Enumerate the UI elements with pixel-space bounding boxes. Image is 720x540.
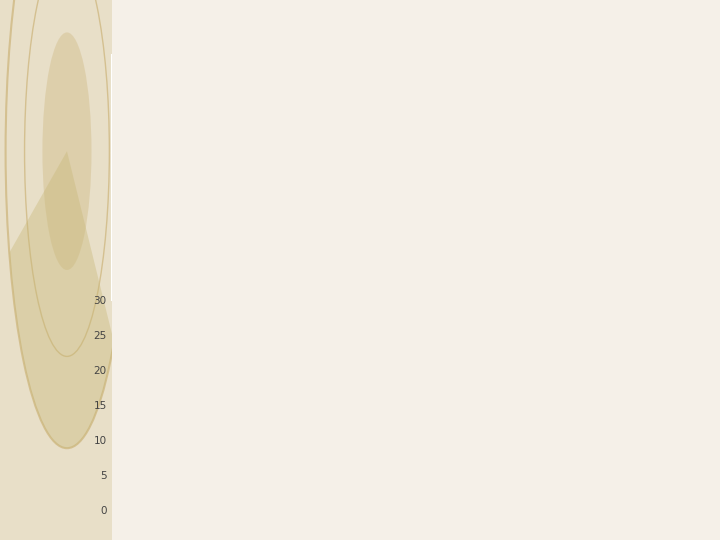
Text: Weekly Distribution of Periods: Weekly Distribution of Periods bbox=[154, 15, 678, 46]
FancyBboxPatch shape bbox=[112, 104, 297, 153]
Text: 16 (36%): 16 (36%) bbox=[310, 269, 364, 282]
FancyBboxPatch shape bbox=[297, 104, 510, 153]
Bar bbox=[601, 398, 644, 510]
Text: 25: 25 bbox=[510, 323, 523, 333]
Text: 28 (64%): 28 (64%) bbox=[522, 269, 576, 282]
Bar bbox=[447, 377, 490, 510]
FancyBboxPatch shape bbox=[297, 55, 510, 104]
Bar bbox=[495, 335, 539, 510]
Text: 25 (47%): 25 (47%) bbox=[522, 220, 576, 233]
Text: 8: 8 bbox=[696, 520, 702, 530]
FancyBboxPatch shape bbox=[510, 104, 720, 153]
FancyBboxPatch shape bbox=[510, 55, 720, 104]
FancyBboxPatch shape bbox=[112, 202, 297, 251]
FancyBboxPatch shape bbox=[112, 153, 297, 202]
Text: 19 (43%): 19 (43%) bbox=[310, 220, 364, 233]
Text: 22 (47%): 22 (47%) bbox=[522, 171, 577, 184]
Text: 16: 16 bbox=[202, 386, 215, 396]
Text: 18: 18 bbox=[155, 372, 167, 382]
Circle shape bbox=[42, 32, 91, 270]
FancyBboxPatch shape bbox=[112, 251, 297, 300]
Text: 19: 19 bbox=[463, 365, 475, 375]
Bar bbox=[139, 384, 182, 510]
FancyBboxPatch shape bbox=[510, 153, 720, 202]
Text: 16 (47%): 16 (47%) bbox=[522, 122, 577, 135]
FancyBboxPatch shape bbox=[112, 55, 297, 104]
Text: VI (39): VI (39) bbox=[124, 171, 163, 184]
Legend: Language Subject, Non-Language Subject: Language Subject, Non-Language Subject bbox=[572, 389, 715, 421]
Text: 28: 28 bbox=[665, 302, 677, 312]
Wedge shape bbox=[9, 151, 114, 448]
Text: IX (44): IX (44) bbox=[124, 269, 163, 282]
Text: Language Subject: Language Subject bbox=[310, 75, 421, 84]
FancyBboxPatch shape bbox=[297, 153, 510, 202]
FancyBboxPatch shape bbox=[510, 251, 720, 300]
Text: 17 (43%): 17 (43%) bbox=[310, 171, 364, 184]
Text: VII & VIII (44): VII & VIII (44) bbox=[124, 220, 202, 233]
FancyBboxPatch shape bbox=[297, 251, 510, 300]
Bar bbox=[649, 314, 693, 510]
Text: 18 (53%): 18 (53%) bbox=[310, 122, 363, 135]
Bar bbox=[341, 356, 384, 510]
Bar bbox=[293, 391, 336, 510]
Text: 22: 22 bbox=[356, 344, 369, 354]
Text: 16: 16 bbox=[617, 386, 629, 396]
Text: Non-Language
Subject: Non-Language Subject bbox=[522, 69, 613, 90]
Bar bbox=[187, 398, 230, 510]
Text: Class – (no. of
periods): Class – (no. of periods) bbox=[124, 69, 211, 90]
Text: V (34): V (34) bbox=[124, 122, 160, 135]
Text: Thursday, September 01, 2016    Role of Language across Curriculum: Thursday, September 01, 2016 Role of Lan… bbox=[137, 521, 451, 530]
FancyBboxPatch shape bbox=[297, 202, 510, 251]
FancyBboxPatch shape bbox=[510, 202, 720, 251]
Text: 17: 17 bbox=[309, 379, 321, 389]
